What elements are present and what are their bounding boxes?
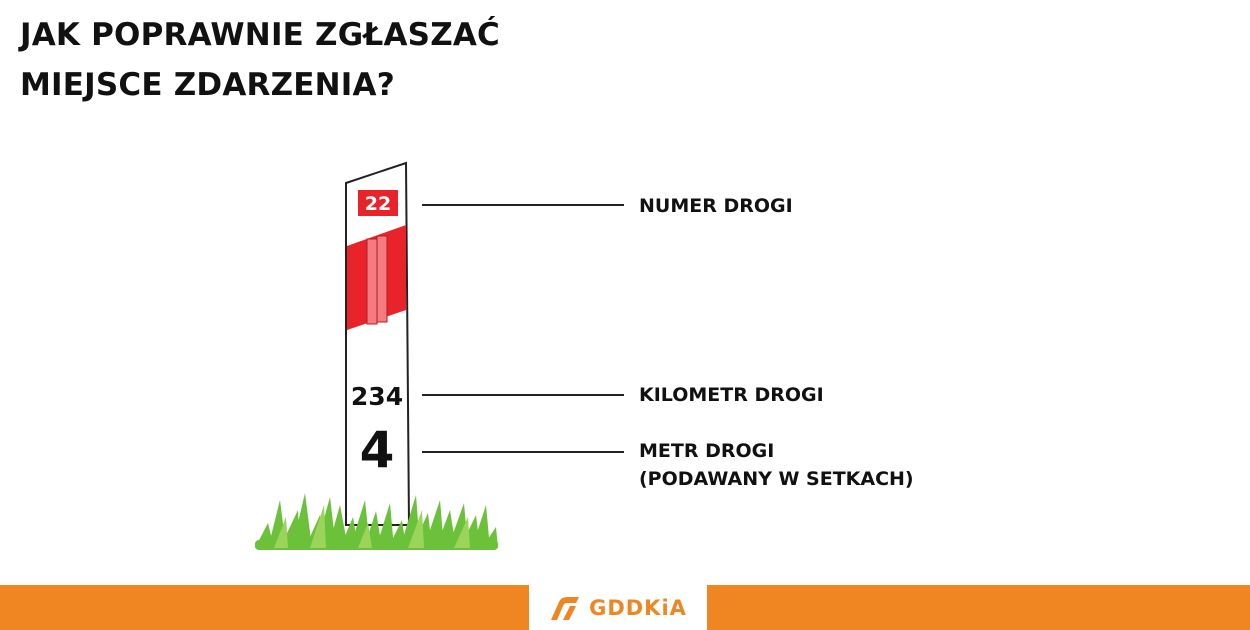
road-kilometer-post-illustration: 22 234 4	[255, 161, 498, 550]
grass-highlights	[274, 505, 470, 548]
meter-label-line-1: METR DROGI	[639, 440, 775, 462]
post-kilometer-value: 234	[351, 382, 403, 411]
post-stripe-left	[366, 238, 378, 325]
page-title: JAK POPRAWNIE ZGŁASZAĆ MIEJSCE ZDARZENIA…	[20, 10, 500, 110]
meter-pointer-line	[422, 451, 624, 453]
gddkia-logo-text: GDDKiA	[589, 595, 687, 620]
road-number-label: NUMER DROGI	[639, 195, 793, 217]
meter-label: METR DROGI (PODAWANY W SETKACH)	[639, 437, 914, 493]
road-number-plate	[358, 190, 398, 216]
kilometer-label: KILOMETR DROGI	[639, 384, 824, 406]
road-number-pointer-line	[422, 204, 624, 206]
post-meter-value: 4	[360, 421, 395, 479]
meter-label-line-2: (PODAWANY W SETKACH)	[639, 468, 914, 490]
road-number-value: 22	[365, 193, 391, 215]
kilometer-pointer-line	[422, 394, 624, 396]
gddkia-logo: GDDKiA	[529, 585, 707, 630]
gddkia-road-logo-icon	[551, 596, 580, 620]
page-title-line-2: MIEJSCE ZDARZENIA?	[20, 67, 395, 103]
post-stripe-right	[376, 235, 388, 323]
page-title-line-1: JAK POPRAWNIE ZGŁASZAĆ	[20, 17, 501, 53]
